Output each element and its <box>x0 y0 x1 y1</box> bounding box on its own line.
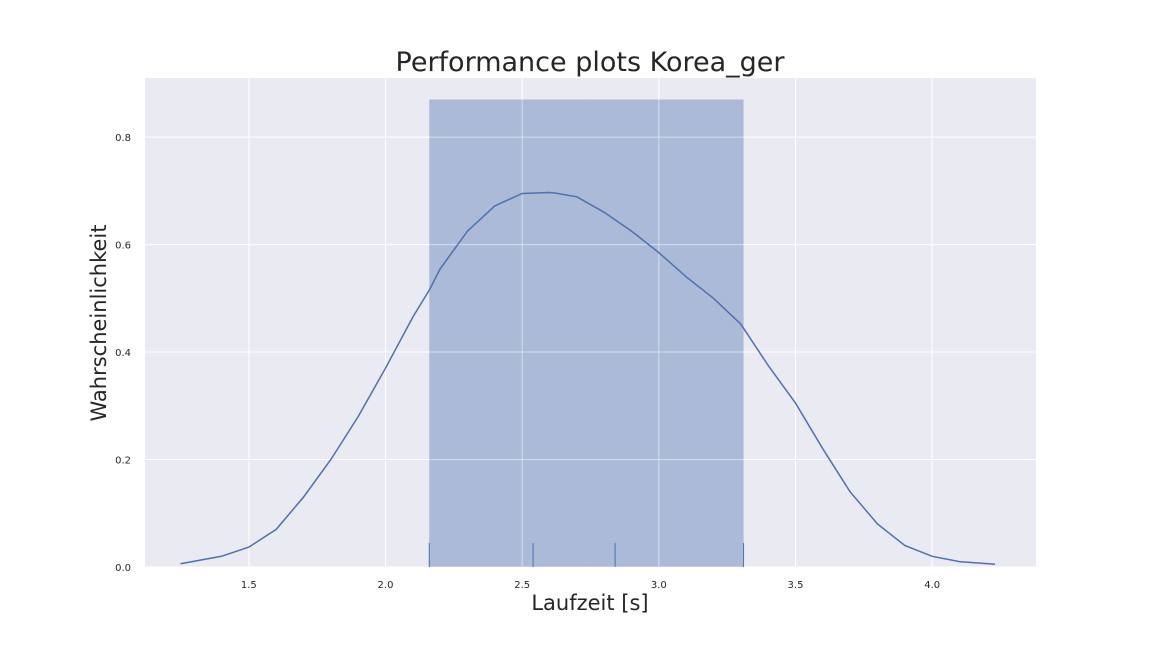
x-tick-label: 3.5 <box>788 580 804 591</box>
y-tick-label: 0.6 <box>115 241 131 252</box>
x-tick-label: 2.5 <box>514 580 530 591</box>
rug-marks <box>428 543 745 567</box>
x-tick-label: 3.0 <box>651 580 667 591</box>
x-tick-label: 2.0 <box>378 580 394 591</box>
y-tick-label: 0.0 <box>115 563 131 574</box>
x-axis-label: Laufzeit [s] <box>531 591 648 615</box>
y-axis-label: Wahrscheinlichkeit <box>87 224 111 421</box>
histogram-bar <box>429 99 587 567</box>
x-tick-label: 1.5 <box>241 580 257 591</box>
histogram-bars <box>429 99 744 567</box>
kde-curve <box>180 191 996 566</box>
plot-background <box>145 78 1036 567</box>
x-tick-label: 4.0 <box>924 580 940 591</box>
chart-title: Performance plots Korea_ger <box>396 47 786 78</box>
y-tick-label: 0.4 <box>115 348 131 359</box>
y-tick-label: 0.8 <box>115 133 131 144</box>
histogram-bar <box>586 99 744 567</box>
grid <box>145 78 1036 568</box>
grid-overlay <box>145 78 1036 568</box>
y-tick-labels: 0.0 0.2 0.4 0.6 0.8 <box>115 133 131 574</box>
y-tick-label: 0.2 <box>115 456 131 467</box>
x-tick-labels: 1.5 2.0 2.5 3.0 3.5 4.0 <box>241 580 940 591</box>
